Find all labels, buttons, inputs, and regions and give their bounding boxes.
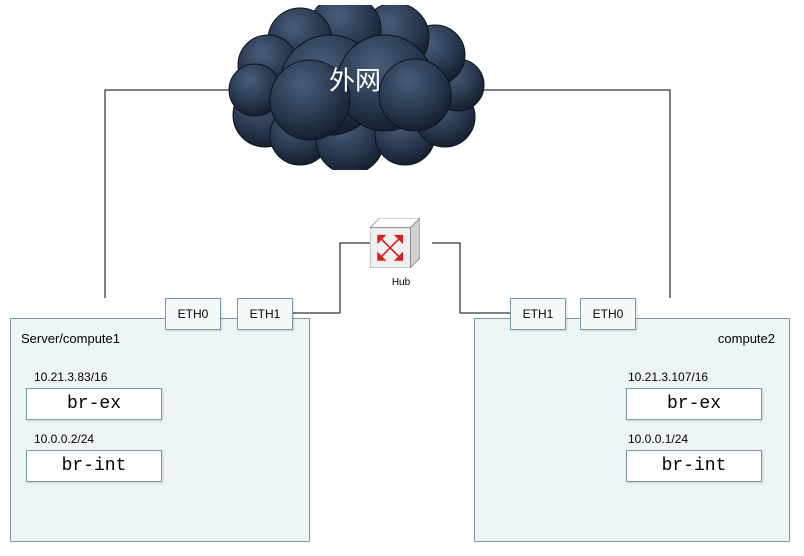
diagram-canvas: 外网 Hub Server/compute1 ETH0 ETH1 br-ex 10.21… [0,0,804,556]
bridge-box: br-ex [26,388,162,420]
hub-icon [370,218,420,268]
eth-port: ETH1 [237,298,293,330]
server-title: Server/compute1 [21,331,120,346]
server-box-server2: compute2 [474,318,790,542]
server-title: compute2 [718,331,775,346]
ip-label: 10.21.3.83/16 [34,370,107,384]
hub-node: Hub [370,218,432,288]
bridge-box: br-int [26,450,162,482]
eth-port: ETH0 [165,298,221,330]
ip-label: 10.0.0.1/24 [628,432,688,446]
ip-label: 10.21.3.107/16 [628,370,708,384]
hub-label: Hub [370,277,432,288]
bridge-box: br-int [626,450,762,482]
eth-port: ETH1 [510,298,566,330]
eth-port: ETH0 [580,298,636,330]
bridge-box: br-ex [626,388,762,420]
cloud-label: 外网 [329,61,381,98]
ip-label: 10.0.0.2/24 [34,432,94,446]
server-box-server1: Server/compute1 [10,318,310,542]
external-network-cloud: 外网 [220,5,490,170]
